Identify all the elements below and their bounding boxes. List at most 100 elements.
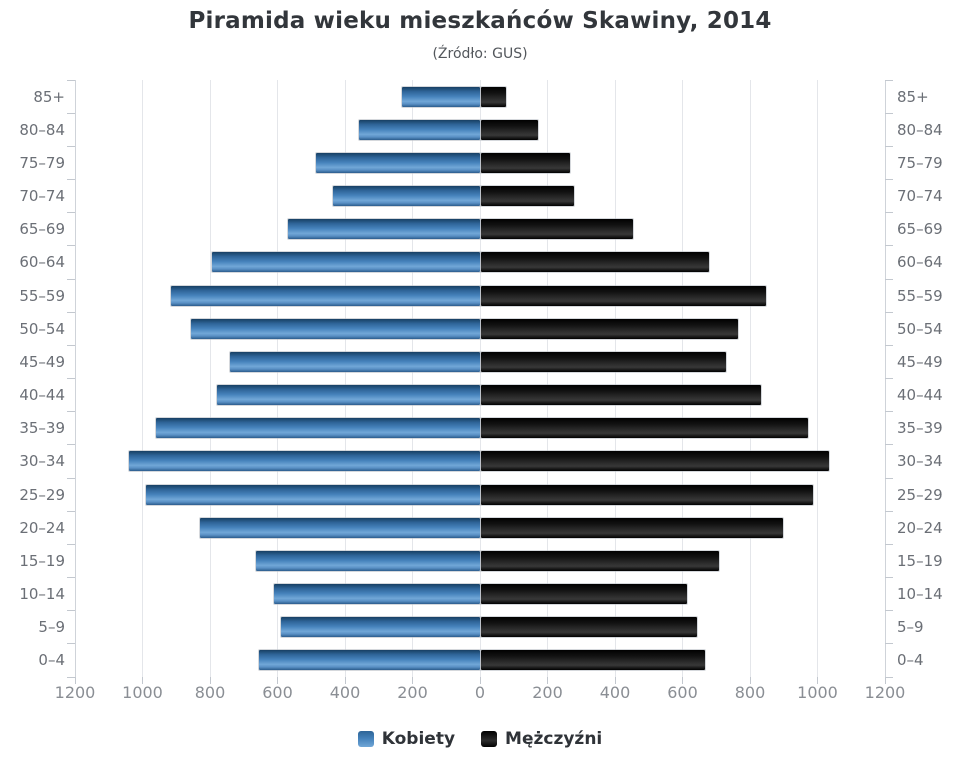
- x-axis-tick: [412, 677, 413, 684]
- y-axis-tick-left: [67, 411, 75, 413]
- age-group-label-left: 60–64: [19, 253, 65, 272]
- y-axis-tick-left: [67, 245, 75, 247]
- bar-kobiety-60–64: [211, 252, 480, 273]
- x-axis-tick: [344, 677, 346, 684]
- age-group-label-left: 5–9: [38, 618, 65, 637]
- bar-mezczyzni-50–54: [481, 318, 738, 339]
- x-axis-tick-label: 600: [262, 683, 293, 702]
- y-axis-tick-right: [885, 444, 893, 446]
- x-axis-tick: [547, 677, 548, 684]
- age-group-label-right: 45–49: [897, 352, 943, 371]
- age-group-label-right: 20–24: [897, 518, 943, 537]
- y-axis-tick-right: [885, 112, 893, 114]
- y-axis-tick-right: [885, 245, 893, 247]
- age-group-label-right: 25–29: [897, 485, 943, 504]
- grid-line: [614, 80, 616, 677]
- grid-line: [479, 80, 481, 677]
- bar-mezczyzni-35–39: [481, 418, 809, 439]
- bar-kobiety-15–19: [255, 550, 480, 571]
- kobiety-swatch-icon: [357, 731, 374, 747]
- mezczyzni-swatch-icon: [481, 731, 498, 747]
- age-group-label-left: 50–54: [19, 319, 65, 338]
- age-group-label-right: 30–34: [897, 452, 943, 471]
- bar-mezczyzni-25–29: [481, 484, 814, 505]
- age-group-label-left: 25–29: [19, 485, 65, 504]
- age-group-label-right: 85+: [897, 87, 929, 106]
- age-group-label-left: 30–34: [19, 452, 65, 471]
- age-group-label-right: 50–54: [897, 319, 943, 338]
- age-group-label-left: 55–59: [19, 286, 65, 305]
- chart-legend: Kobiety Mężczyźni: [0, 722, 960, 756]
- bar-mezczyzni-80–84: [481, 119, 539, 140]
- grid-line: [817, 80, 818, 677]
- y-axis-tick-left: [67, 112, 75, 114]
- age-group-label-right: 75–79: [897, 153, 943, 172]
- bar-mezczyzni-30–34: [481, 451, 829, 472]
- y-axis-tick-left: [67, 510, 75, 512]
- bar-mezczyzni-20–24: [481, 517, 784, 538]
- y-axis-tick-left: [67, 610, 75, 612]
- bar-kobiety-75–79: [316, 152, 480, 173]
- grid-line: [682, 80, 683, 677]
- x-axis-tick: [142, 677, 143, 684]
- grid-line: [277, 80, 278, 677]
- bar-kobiety-35–39: [156, 418, 480, 439]
- age-group-label-right: 15–19: [897, 551, 943, 570]
- x-axis-tick-label: 1000: [122, 683, 163, 702]
- y-axis-tick-left: [67, 212, 75, 214]
- age-group-label-left: 20–24: [19, 518, 65, 537]
- age-group-label-right: 40–44: [897, 386, 943, 405]
- age-group-label-left: 45–49: [19, 352, 65, 371]
- legend-item-kobiety[interactable]: Kobiety: [357, 729, 455, 749]
- grid-line: [749, 80, 751, 677]
- y-axis-tick-right: [885, 344, 893, 346]
- bar-kobiety-25–29: [145, 484, 480, 505]
- age-group-label-right: 35–39: [897, 419, 943, 438]
- age-group-label-left: 80–84: [19, 120, 65, 139]
- y-axis-tick-left: [67, 543, 75, 545]
- grid-line: [547, 80, 548, 677]
- age-group-label-left: 75–79: [19, 153, 65, 172]
- x-axis-tick: [209, 677, 211, 684]
- age-group-label-right: 80–84: [897, 120, 943, 139]
- age-group-label-right: 65–69: [897, 220, 943, 239]
- legend-item-mezczyzni[interactable]: Mężczyźni: [481, 729, 602, 749]
- grid-line: [344, 80, 346, 677]
- bar-kobiety-5–9: [280, 617, 480, 638]
- x-axis-tick-label: 400: [599, 683, 631, 702]
- y-axis-tick-left: [67, 643, 75, 645]
- bar-mezczyzni-85+: [481, 86, 507, 107]
- y-axis-tick-right: [885, 311, 893, 313]
- bar-kobiety-30–34: [129, 451, 480, 472]
- x-axis-tick: [479, 677, 481, 684]
- y-axis-tick-right: [885, 278, 893, 280]
- bar-kobiety-50–54: [191, 318, 480, 339]
- x-axis-tick-label: 200: [397, 683, 428, 702]
- age-group-label-left: 10–14: [19, 585, 65, 604]
- y-axis-tick-left: [67, 676, 75, 678]
- age-group-label-left: 0–4: [38, 651, 65, 670]
- y-axis-tick-left: [67, 577, 75, 578]
- bar-mezczyzni-15–19: [481, 550, 719, 571]
- y-axis-tick-right: [885, 477, 893, 479]
- y-axis-tick-left: [67, 145, 75, 147]
- age-group-label-right: 10–14: [897, 585, 943, 604]
- y-axis-tick-left: [67, 311, 75, 313]
- legend-label: Mężczyźni: [505, 729, 603, 749]
- x-axis-tick-label: 600: [667, 683, 698, 702]
- bar-kobiety-10–14: [274, 584, 480, 605]
- age-group-label-right: 55–59: [897, 286, 943, 305]
- bar-mezczyzni-5–9: [481, 617, 697, 638]
- bar-mezczyzni-0–4: [481, 650, 706, 671]
- age-group-label-left: 40–44: [19, 386, 65, 405]
- bar-mezczyzni-60–64: [481, 252, 709, 273]
- age-group-label-right: 0–4: [897, 651, 924, 670]
- y-axis-tick-right: [885, 577, 893, 578]
- x-axis-tick: [277, 677, 278, 684]
- bar-kobiety-0–4: [258, 650, 480, 671]
- age-group-label-right: 60–64: [897, 253, 943, 272]
- y-axis-tick-right: [885, 411, 893, 413]
- y-axis-tick-left: [67, 79, 75, 81]
- age-group-label-left: 85+: [33, 87, 65, 106]
